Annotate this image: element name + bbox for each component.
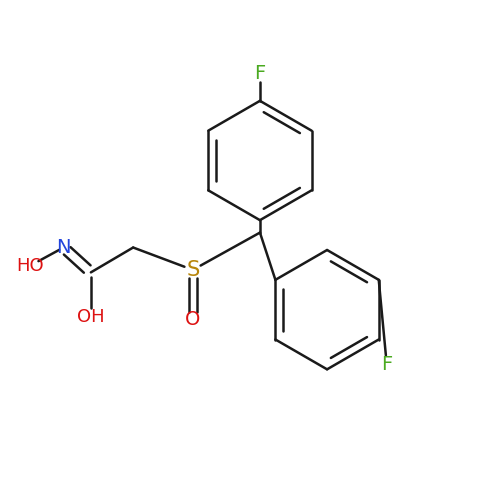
Text: OH: OH <box>77 308 104 326</box>
Text: S: S <box>186 260 200 280</box>
Text: N: N <box>56 238 71 257</box>
Text: HO: HO <box>16 257 44 275</box>
Text: F: F <box>254 64 266 83</box>
Text: F: F <box>381 355 392 374</box>
Text: O: O <box>185 310 200 329</box>
